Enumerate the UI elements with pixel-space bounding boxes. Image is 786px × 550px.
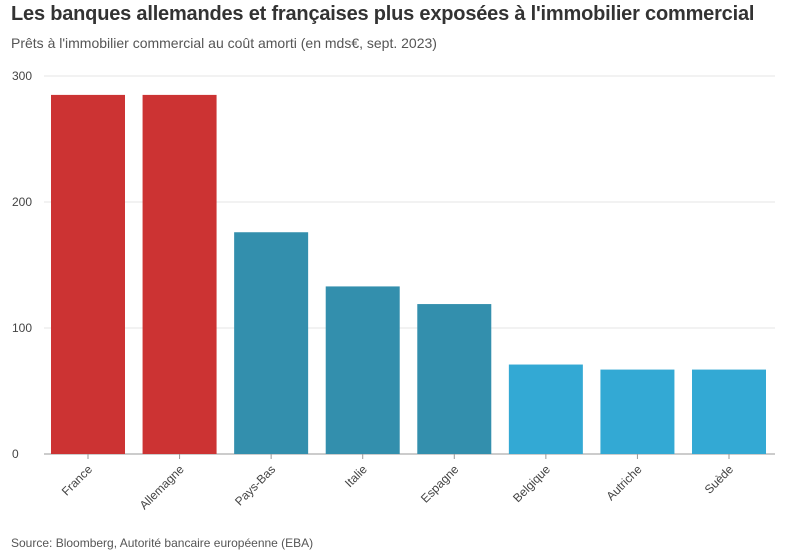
y-tick-label: 200: [12, 195, 32, 209]
bar: [508, 364, 583, 454]
bar: [325, 286, 400, 454]
chart-source: Source: Bloomberg, Autorité bancaire eur…: [11, 536, 314, 550]
bar: [600, 369, 675, 454]
bar: [234, 232, 309, 454]
chart-subtitle: Prêts à l'immobilier commercial au coût …: [11, 35, 437, 51]
x-tick-label: Espagne: [418, 462, 462, 506]
bars: [51, 94, 766, 455]
x-tick-label: Suède: [702, 462, 737, 497]
bar: [51, 94, 125, 455]
x-tick-label: Pays-Bas: [232, 462, 278, 508]
x-axis-ticks: France Allemagne Pays-Bas Italie Espagne Belg…: [59, 454, 737, 512]
chart-title: Les banques allemandes et françaises plu…: [11, 3, 755, 25]
y-tick-label: 300: [12, 69, 32, 83]
bar: [142, 94, 217, 455]
bar: [417, 304, 492, 454]
x-tick-label: France: [59, 462, 96, 499]
bar: [692, 369, 766, 454]
x-tick-label: Autriche: [604, 462, 645, 503]
x-tick-label: Allemagne: [137, 462, 187, 512]
x-tick-label: Italie: [342, 462, 370, 490]
y-tick-label: 0: [12, 447, 19, 461]
y-axis-ticks: 0 100 200 300: [12, 69, 32, 461]
x-tick-label: Belgique: [510, 462, 553, 505]
y-tick-label: 100: [12, 321, 32, 335]
